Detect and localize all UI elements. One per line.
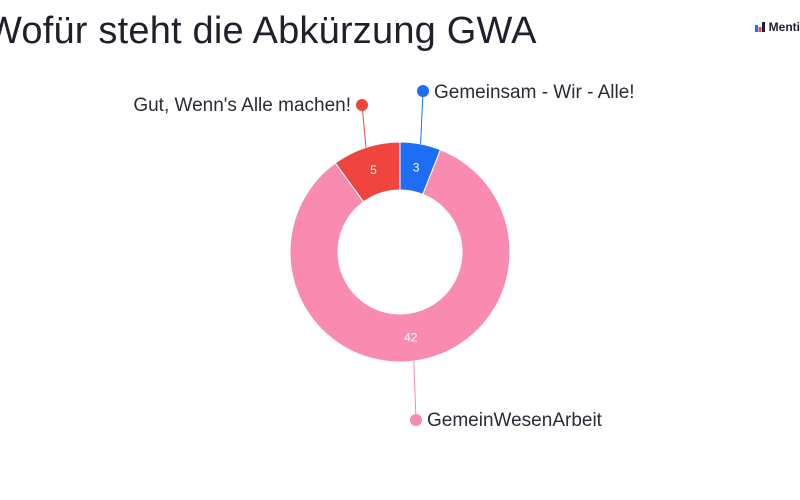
- leader-line: [413, 361, 417, 421]
- donut-slice: [334, 141, 401, 203]
- legend-dot: [356, 99, 368, 111]
- legend-dot: [417, 85, 429, 97]
- slice-value-label: 3: [413, 161, 420, 175]
- slice-category-label: GemeinWesenArbeit: [427, 410, 603, 431]
- slice-value-label: 42: [404, 330, 418, 344]
- brand-logo: Menti: [754, 20, 800, 34]
- page-title: Wofür steht die Abkürzung GWA: [0, 10, 537, 52]
- slice-value-label: 5: [370, 163, 377, 177]
- legend-dot: [410, 414, 422, 426]
- brand-name: Menti: [768, 20, 800, 34]
- leader-line: [361, 104, 367, 148]
- slice-category-label: Gut, Wenn's Alle machen!: [133, 95, 351, 116]
- bar-chart-icon: [754, 22, 765, 32]
- slice-category-label: Gemeinsam - Wir - Alle!: [434, 82, 635, 103]
- donut-slice: [289, 149, 511, 363]
- leader-line: [420, 90, 424, 144]
